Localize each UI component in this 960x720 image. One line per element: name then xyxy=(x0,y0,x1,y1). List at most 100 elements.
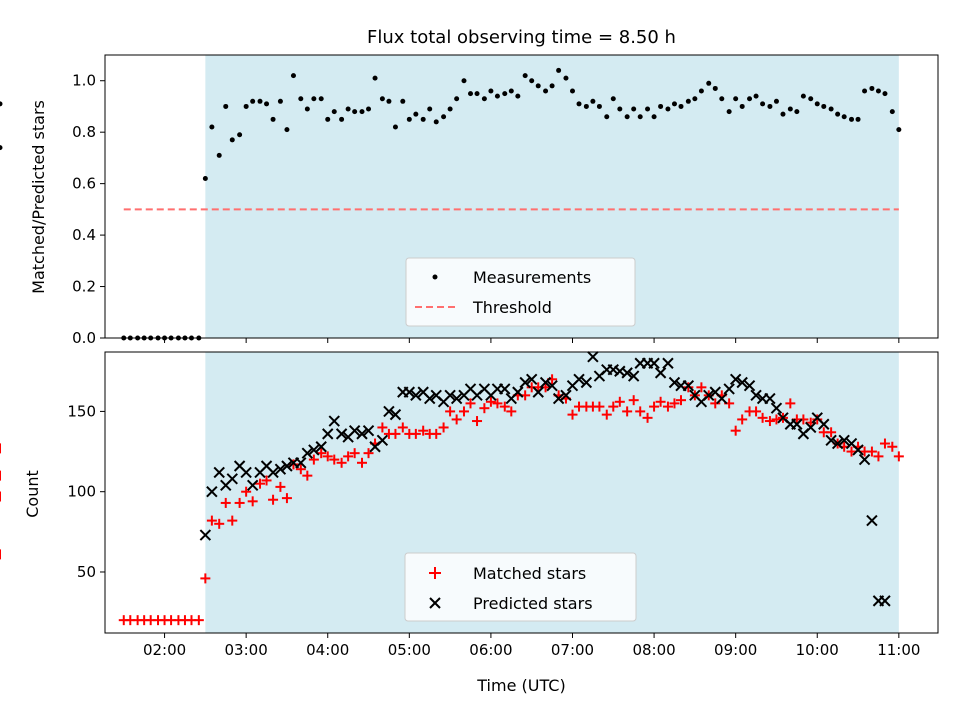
measurement-point xyxy=(257,98,263,104)
matched-star-point xyxy=(288,459,299,470)
predicted-star-point xyxy=(729,373,742,386)
measurement-point xyxy=(250,98,256,104)
measurement-point xyxy=(569,88,575,94)
measurement-point xyxy=(400,98,406,104)
matched-star-point xyxy=(336,457,347,468)
predicted-star-point xyxy=(499,383,511,395)
predicted-star-point xyxy=(348,424,361,437)
measurement-point xyxy=(339,116,345,122)
measurement-point xyxy=(549,83,555,89)
bottom-xtick-label: 06:00 xyxy=(469,641,512,659)
measurement-point xyxy=(386,98,392,104)
matched-star-point xyxy=(812,414,823,425)
legend-matched-marker xyxy=(429,567,441,579)
measurement-point xyxy=(706,80,712,86)
measurement-point xyxy=(835,111,841,117)
predicted-star-point xyxy=(716,392,728,405)
measurement-point xyxy=(229,137,235,143)
measurement-point xyxy=(882,91,888,97)
predicted-star-point xyxy=(240,466,252,479)
matched-star-point xyxy=(227,515,238,526)
matched-star-point xyxy=(193,615,204,626)
measurement-point xyxy=(0,101,3,107)
bottom-ylabel: Count xyxy=(23,470,42,518)
measurement-point xyxy=(610,96,616,102)
predicted-star-point xyxy=(246,479,259,491)
measurement-point xyxy=(202,175,208,181)
predicted-star-point xyxy=(206,485,218,498)
predicted-star-point xyxy=(450,392,463,405)
measurement-point xyxy=(237,132,243,138)
matched-star-point xyxy=(567,409,578,420)
matched-star-point xyxy=(757,412,768,423)
measurement-point xyxy=(406,116,412,122)
matched-star-point xyxy=(214,518,225,529)
matched-star-point xyxy=(846,446,857,457)
measurement-point xyxy=(311,96,317,102)
measurement-point xyxy=(366,106,372,112)
predicted-star-point xyxy=(362,424,375,437)
measurement-point xyxy=(243,103,249,109)
matched-star-point xyxy=(642,412,653,423)
matched-star-point xyxy=(445,406,456,417)
predicted-star-point xyxy=(512,386,524,398)
predicted-star-point xyxy=(879,595,891,607)
predicted-star-point xyxy=(315,441,327,453)
measurement-point xyxy=(325,116,331,122)
measurement-point xyxy=(583,103,589,109)
measurement-point xyxy=(726,109,732,115)
measurement-point xyxy=(556,67,562,73)
predicted-star-point xyxy=(838,434,850,447)
measurement-point xyxy=(284,127,290,133)
matched-star-point xyxy=(608,401,619,412)
matched-star-point xyxy=(390,428,401,439)
matched-star-point xyxy=(255,478,266,489)
measurement-point xyxy=(841,114,847,120)
predicted-star-point xyxy=(621,367,633,379)
matched-star-point xyxy=(308,454,319,465)
matched-star-point xyxy=(431,428,442,439)
chart-title: Flux total observing time = 8.50 h xyxy=(367,27,676,48)
measurement-point xyxy=(345,106,351,112)
measurement-point xyxy=(508,88,514,94)
predicted-star-point xyxy=(281,460,293,472)
measurement-point xyxy=(277,98,283,104)
measurement-point xyxy=(719,96,725,102)
predicted-star-point xyxy=(539,376,552,389)
measurement-point xyxy=(624,114,630,120)
matched-star-point xyxy=(418,425,429,436)
matched-star-point xyxy=(410,428,421,439)
measurement-point xyxy=(441,114,447,120)
matched-star-point xyxy=(826,427,837,438)
predicted-star-point xyxy=(546,380,558,392)
matched-star-point xyxy=(295,464,306,475)
bottom-legend-box xyxy=(404,552,637,622)
bottom-ytick-label: 100 xyxy=(67,483,96,501)
measurement-point xyxy=(515,93,521,99)
measurement-point xyxy=(800,93,806,99)
predicted-star-point xyxy=(682,380,695,392)
matched-star-point xyxy=(363,448,374,459)
predicted-star-point xyxy=(301,447,314,459)
legend-measurements-label: Measurements xyxy=(473,268,591,287)
measurement-point xyxy=(773,98,779,104)
predicted-star-point xyxy=(444,389,456,402)
predicted-star-point xyxy=(199,529,212,541)
predicted-star-point xyxy=(383,405,395,418)
bottom-ytick-label: 50 xyxy=(77,563,96,581)
predicted-star-point xyxy=(662,357,674,369)
predicted-star-point xyxy=(831,437,844,450)
matched-star-point xyxy=(200,573,211,584)
matched-star-point xyxy=(628,395,639,406)
measurement-point xyxy=(331,109,337,115)
measurement-point xyxy=(733,96,739,102)
predicted-star-point xyxy=(308,444,320,456)
measurement-point xyxy=(488,88,494,94)
matched-star-point xyxy=(451,414,462,425)
matched-star-point xyxy=(614,396,625,407)
matched-star-point xyxy=(499,401,510,412)
matched-star-point xyxy=(873,451,884,462)
predicted-star-point xyxy=(525,373,538,386)
matched-star-point xyxy=(669,398,680,409)
bottom-ytick-label: 150 xyxy=(67,402,96,420)
